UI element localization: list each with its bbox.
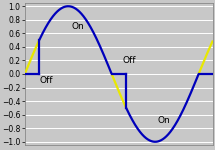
Text: Off: Off	[40, 76, 54, 85]
Text: Off: Off	[123, 56, 137, 65]
Text: On: On	[158, 116, 170, 125]
Text: On: On	[72, 22, 84, 31]
